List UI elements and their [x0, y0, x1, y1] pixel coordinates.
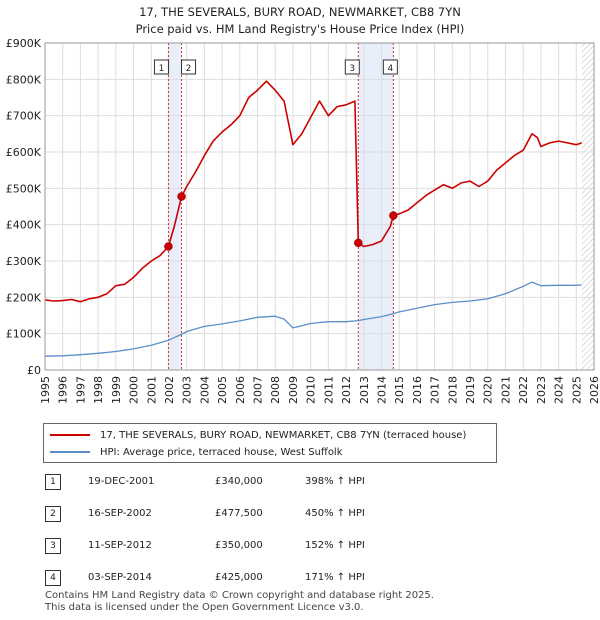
footer: Contains HM Land Registry data © Crown c… [45, 590, 434, 614]
transaction-number: 3 [45, 538, 61, 554]
transaction-label-box [344, 59, 360, 75]
transaction-date: 11-SEP-2012 [88, 540, 152, 551]
table-row: 1 19-DEC-2001 £340,000 398% ↑ HPI [45, 474, 565, 494]
x-tick-label: 2023 [535, 376, 548, 404]
transaction-number: 1 [45, 474, 61, 490]
transaction-date: 19-DEC-2001 [88, 476, 155, 487]
transaction-label-box [382, 59, 398, 75]
legend-item-price: 17, THE SEVERALS, BURY ROAD, NEWMARKET, … [50, 427, 466, 443]
x-tick-label: 2000 [128, 376, 141, 404]
legend-label-price: 17, THE SEVERALS, BURY ROAD, NEWMARKET, … [100, 429, 467, 441]
future-hatch [581, 43, 594, 370]
x-tick-label: 2011 [322, 376, 335, 404]
x-tick-label: 1998 [92, 376, 105, 404]
price-series-line [44, 80, 582, 303]
x-tick-label: 2006 [234, 376, 247, 404]
x-tick-label: 2016 [411, 376, 424, 404]
y-tick-label: £500K [6, 182, 42, 195]
x-tick-label: 1999 [110, 376, 123, 404]
x-tick-label: 2007 [252, 376, 265, 404]
transaction-label: 2 [186, 64, 192, 74]
x-tick-label: 2022 [517, 376, 530, 404]
transaction-point [164, 242, 173, 251]
transaction-label-box [181, 59, 197, 75]
x-tick-label: 2018 [446, 376, 459, 404]
transaction-number: 2 [45, 506, 61, 522]
shaded-period [168, 43, 182, 370]
legend: 17, THE SEVERALS, BURY ROAD, NEWMARKET, … [43, 423, 497, 463]
transaction-price: £425,000 [215, 572, 263, 583]
transaction-hpi: 450% ↑ HPI [305, 508, 365, 519]
transaction-point [354, 238, 363, 248]
footer-copyright: Contains HM Land Registry data © Crown c… [45, 590, 434, 601]
y-tick-label: £600K [6, 146, 42, 159]
x-tick-label: 2015 [393, 376, 406, 404]
x-tick-label: 1996 [57, 376, 70, 404]
x-tick-label: 1995 [39, 376, 52, 404]
transaction-point [389, 211, 398, 220]
x-tick-label: 2009 [287, 376, 300, 404]
x-tick-label: 2025 [570, 376, 583, 404]
table-row: 4 03-SEP-2014 £425,000 171% ↑ HPI [45, 570, 565, 590]
transaction-label: 3 [349, 64, 355, 74]
y-tick-label: £700K [6, 110, 42, 123]
y-tick-label: £300K [6, 255, 42, 268]
chart-title: 17, THE SEVERALS, BURY ROAD, NEWMARKET, … [139, 5, 461, 19]
x-tick-label: 2012 [340, 376, 353, 404]
y-tick-label: £400K [6, 219, 42, 232]
x-tick-label: 2004 [198, 376, 211, 404]
x-tick-label: 2024 [553, 376, 566, 404]
transaction-price: £340,000 [215, 476, 263, 487]
x-tick-label: 2003 [181, 376, 194, 404]
x-tick-label: 2019 [464, 376, 477, 404]
table-row: 3 11-SEP-2012 £350,000 152% ↑ HPI [45, 538, 565, 558]
legend-swatch-price [50, 434, 90, 436]
footer-licence: This data is licensed under the Open Gov… [45, 602, 364, 613]
transaction-label: 1 [159, 64, 165, 74]
y-tick-label: £200K [6, 291, 42, 304]
y-tick-label: £0 [27, 364, 41, 377]
legend-label-hpi: HPI: Average price, terraced house, West… [100, 446, 343, 458]
transaction-number: 4 [45, 570, 61, 586]
plot-frame [44, 42, 595, 371]
transaction-point [177, 192, 186, 201]
transaction-date: 03-SEP-2014 [88, 572, 152, 583]
x-tick-label: 2005 [216, 376, 229, 404]
x-tick-label: 2021 [499, 376, 512, 404]
table-row: 2 16-SEP-2002 £477,500 450% ↑ HPI [45, 506, 565, 526]
legend-swatch-hpi [50, 451, 90, 453]
transaction-hpi: 171% ↑ HPI [305, 572, 365, 583]
transaction-hpi: 152% ↑ HPI [305, 540, 365, 551]
y-tick-label: £800K [6, 73, 42, 86]
transaction-price: £350,000 [215, 540, 263, 551]
transaction-date: 16-SEP-2002 [88, 508, 152, 519]
legend-item-hpi: HPI: Average price, terraced house, West… [50, 444, 343, 460]
transaction-label-box [153, 59, 169, 75]
x-tick-label: 2002 [163, 376, 176, 404]
transaction-price: £477,500 [215, 508, 263, 519]
x-tick-label: 2026 [588, 376, 600, 404]
x-tick-label: 1997 [74, 376, 87, 404]
transaction-hpi: 398% ↑ HPI [305, 476, 365, 487]
transaction-label: 4 [387, 64, 393, 74]
x-tick-label: 2013 [358, 376, 371, 404]
x-tick-label: 2017 [429, 376, 442, 404]
chart-subtitle: Price paid vs. HM Land Registry's House … [135, 22, 465, 36]
price-chart: 1 2 3 4 £0 £100K £200K £300K £400K £500K £600K £70… [6, 37, 600, 404]
x-tick-label: 2001 [145, 376, 158, 404]
x-tick-label: 2014 [375, 376, 388, 404]
y-tick-label: £100K [6, 328, 42, 341]
x-tick-label: 2008 [269, 376, 282, 404]
y-tick-label: £900K [6, 37, 42, 50]
hpi-series-line [44, 281, 582, 357]
x-tick-label: 2020 [482, 376, 495, 404]
x-tick-label: 2010 [305, 376, 318, 404]
